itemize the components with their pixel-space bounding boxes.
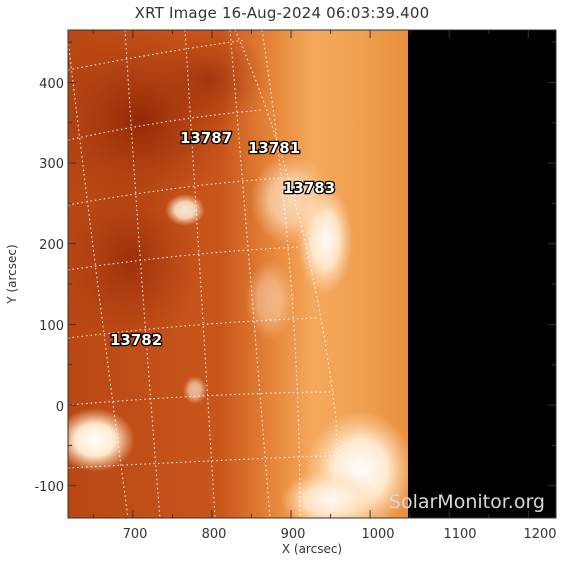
heliographic-grid xyxy=(68,30,346,518)
y-tick-label: 100 xyxy=(39,319,64,334)
active-region-label: 13783 xyxy=(283,179,335,197)
x-tick-label: 800 xyxy=(202,527,227,542)
y-tick-label: 300 xyxy=(39,157,64,172)
active-region-label: 13782 xyxy=(110,331,162,349)
plot-frame xyxy=(67,29,557,519)
x-axis-title: X (arcsec) xyxy=(282,542,342,556)
active-region-label: 13781 xyxy=(248,139,300,157)
y-tick-label: 400 xyxy=(39,77,64,92)
x-tick-label: 1100 xyxy=(443,527,476,542)
image-title: XRT Image 16-Aug-2024 06:03:39.400 xyxy=(134,4,430,22)
xrt-image xyxy=(68,30,556,518)
y-tick-label: -100 xyxy=(34,480,64,495)
solarmonitor-watermark: SolarMonitor.org xyxy=(389,491,545,513)
x-tick-label: 900 xyxy=(281,527,306,542)
y-tick-label: 200 xyxy=(39,238,64,253)
y-axis-title: Y (arcsec) xyxy=(5,244,19,304)
axis-ticks xyxy=(68,30,556,518)
x-tick-label: 700 xyxy=(123,527,148,542)
x-tick-label: 1000 xyxy=(361,527,394,542)
x-tick-label: 1200 xyxy=(523,527,556,542)
active-region-label: 13787 xyxy=(180,129,232,147)
y-tick-label: 0 xyxy=(56,400,64,415)
no-data-region xyxy=(408,30,556,518)
